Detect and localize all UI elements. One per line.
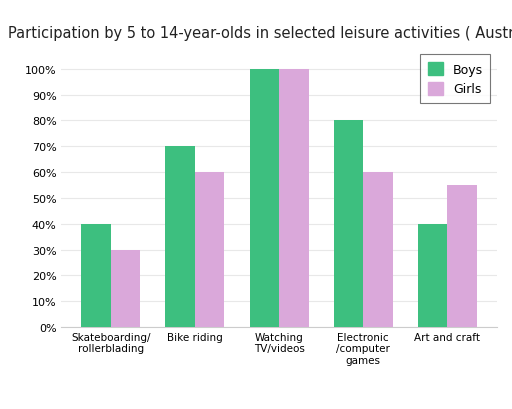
- Bar: [165, 147, 195, 327]
- Bar: [334, 121, 363, 327]
- Bar: [111, 250, 140, 327]
- Bar: [81, 224, 111, 327]
- Title: Participation by 5 to 14-year-olds in selected leisure activities ( Australia ): Participation by 5 to 14-year-olds in se…: [8, 26, 512, 41]
- Bar: [447, 186, 477, 327]
- Bar: [418, 224, 447, 327]
- Bar: [363, 173, 393, 327]
- Bar: [279, 70, 309, 327]
- Bar: [195, 173, 224, 327]
- Bar: [249, 70, 279, 327]
- Legend: Boys, Girls: Boys, Girls: [420, 55, 490, 104]
